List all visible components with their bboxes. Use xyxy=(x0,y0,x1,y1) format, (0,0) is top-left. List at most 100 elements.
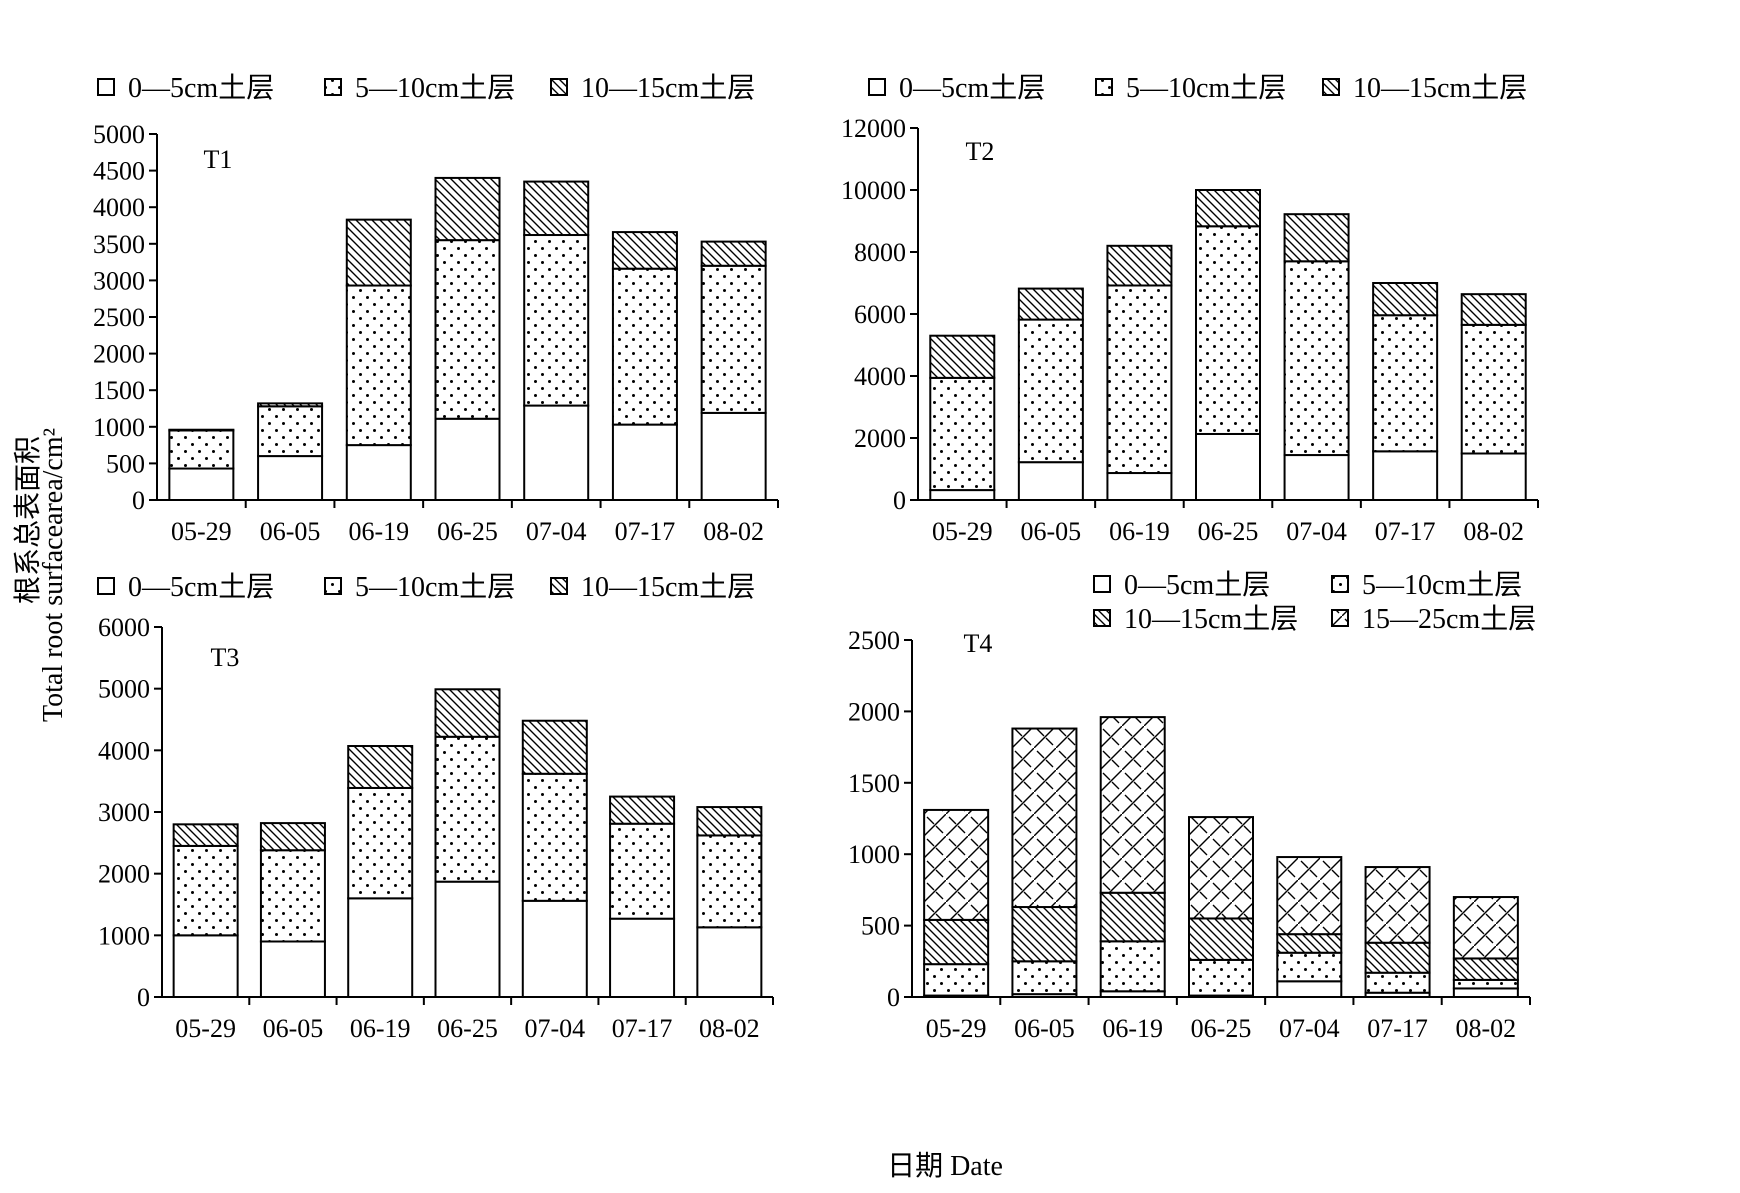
bar-segment xyxy=(259,849,326,943)
bar-segment xyxy=(1017,318,1084,464)
x-tick-label: 05-29 xyxy=(932,517,993,546)
bar-segment xyxy=(611,423,678,502)
x-tick-label: 06-19 xyxy=(1109,517,1170,546)
legend-swatch xyxy=(550,78,568,96)
bar-segment xyxy=(1195,225,1261,435)
bar-segment xyxy=(696,926,763,998)
x-tick-label: 06-19 xyxy=(348,517,409,546)
legend-label: 5—10cm土层 xyxy=(355,72,515,104)
bar-segment xyxy=(172,823,239,847)
legend-label: 5—10cm土层 xyxy=(355,571,515,603)
bar-segment xyxy=(259,822,326,852)
bar-segment xyxy=(923,808,990,921)
bar-segment xyxy=(1460,452,1527,501)
bar-segment xyxy=(168,467,235,501)
bar-segment xyxy=(257,405,324,458)
x-tick-label: 05-29 xyxy=(175,1014,236,1043)
y-tick-label: 3500 xyxy=(93,230,145,259)
x-tick-label: 07-04 xyxy=(1279,1014,1340,1043)
bar-segment xyxy=(1017,287,1084,321)
bar-segment xyxy=(521,899,588,998)
bar-segment xyxy=(1452,978,1519,990)
x-tick-label: 05-29 xyxy=(926,1014,987,1043)
bar-segment xyxy=(521,772,588,902)
bar-segment xyxy=(929,334,996,379)
bar-segment xyxy=(696,834,763,929)
x-tick-label: 07-17 xyxy=(615,517,676,546)
y-tick-label: 0 xyxy=(132,486,145,515)
y-tick-label: 1500 xyxy=(848,769,900,798)
chart-T2: 0 2000 4000 6000 8000 10000 12000 05-29 06-05 06-… xyxy=(841,72,1539,546)
x-tick-label: 07-17 xyxy=(1367,1014,1428,1043)
bar-segment xyxy=(1364,971,1431,994)
legend-label: 10—15cm土层 xyxy=(581,72,755,104)
bar-segment xyxy=(1106,244,1173,287)
bar-segment xyxy=(259,940,326,998)
bar-segment xyxy=(1452,896,1519,960)
bar-segment xyxy=(1452,957,1519,981)
bar-segment xyxy=(1106,472,1173,501)
bar-segment xyxy=(1460,323,1527,455)
y-tick-label: 3000 xyxy=(98,798,150,827)
x-tick-label: 07-17 xyxy=(1375,517,1436,546)
bar-segment xyxy=(434,239,501,420)
bar-segment xyxy=(345,218,412,287)
bar-segment xyxy=(1099,891,1166,943)
y-tick-label: 3000 xyxy=(93,266,145,295)
bar-segment xyxy=(1099,716,1166,894)
x-tick-label: 08-02 xyxy=(1456,1014,1517,1043)
bar-segment xyxy=(929,489,996,501)
y-tick-label: 2500 xyxy=(93,303,145,332)
y-tick-label: 2500 xyxy=(848,626,900,655)
bar-segment xyxy=(434,688,501,738)
panel-title: T1 xyxy=(204,145,233,174)
bar-segment xyxy=(347,897,414,998)
x-tick-label: 07-17 xyxy=(612,1014,673,1043)
panel-title: T3 xyxy=(211,643,240,672)
bar-segment xyxy=(345,284,412,447)
x-tick-label: 05-29 xyxy=(171,517,232,546)
bar-segment xyxy=(1276,856,1343,936)
y-tick-label: 4000 xyxy=(854,362,906,391)
bar-segment xyxy=(700,411,767,501)
legend-label: 0—5cm土层 xyxy=(899,72,1045,104)
y-tick-label: 500 xyxy=(106,449,145,478)
y-tick-label: 4500 xyxy=(93,157,145,186)
bar-segment xyxy=(1011,727,1078,909)
legend-swatch xyxy=(1093,575,1111,593)
bar-segment xyxy=(1372,314,1439,453)
legend-swatch xyxy=(324,78,342,96)
x-tick-label: 06-05 xyxy=(1014,1014,1075,1043)
chart-T1: 0 500 1000 1500 2000 2500 3000 3500 4000 4500 5000… xyxy=(93,72,779,546)
legend-label: 0—5cm土层 xyxy=(1124,569,1270,601)
bar-segment xyxy=(1283,260,1350,457)
bar-segment xyxy=(1276,951,1343,983)
bar-segment xyxy=(168,428,235,432)
bar-segment xyxy=(345,444,412,502)
bar-segment xyxy=(1364,866,1431,944)
y-tick-label: 0 xyxy=(887,983,900,1012)
legend-label: 0—5cm土层 xyxy=(128,72,274,104)
bar-segment xyxy=(523,180,590,237)
y-axis-label-english: Total root surfacearea/cm² xyxy=(38,427,69,723)
legend-label: 10—15cm土层 xyxy=(1353,72,1527,104)
y-tick-label: 2000 xyxy=(848,697,900,726)
y-tick-label: 6000 xyxy=(854,300,906,329)
x-tick-label: 06-25 xyxy=(437,517,498,546)
panel-title: T2 xyxy=(966,137,995,166)
bar-segment xyxy=(1099,940,1166,993)
y-tick-label: 1000 xyxy=(98,921,150,950)
bar-segment xyxy=(923,918,990,966)
x-tick-label: 06-05 xyxy=(260,517,321,546)
x-tick-label: 08-02 xyxy=(699,1014,760,1043)
x-tick-label: 06-05 xyxy=(1021,517,1082,546)
bar-segment xyxy=(1011,960,1078,996)
bar-segment xyxy=(521,719,588,775)
legend-swatch xyxy=(97,577,115,595)
y-tick-label: 12000 xyxy=(841,114,906,143)
y-tick-label: 4000 xyxy=(98,736,150,765)
bar-segment xyxy=(523,404,590,501)
bar-segment xyxy=(1460,293,1527,326)
bar-segment xyxy=(434,176,501,242)
